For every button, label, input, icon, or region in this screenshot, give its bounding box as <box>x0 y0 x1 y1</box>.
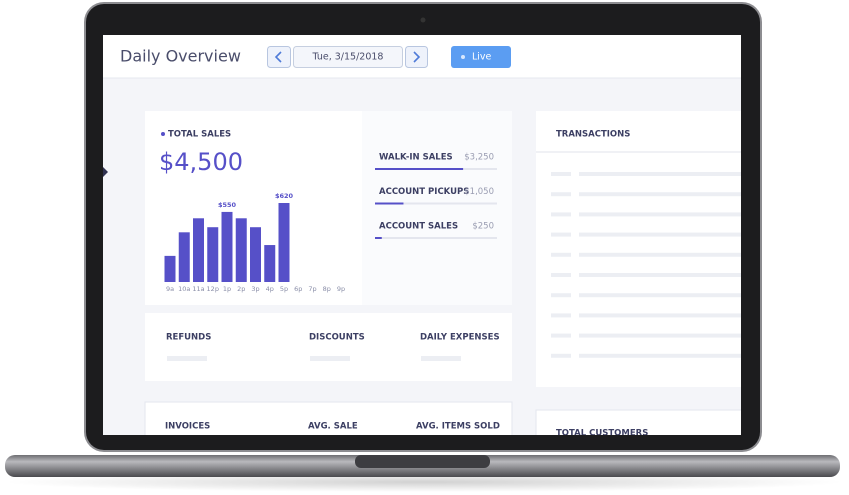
x-tick-label: 1p <box>223 285 231 293</box>
placeholder <box>579 212 741 217</box>
placeholder <box>579 232 741 237</box>
sales-label: TOTAL SALES <box>168 130 231 140</box>
placeholder <box>167 356 207 361</box>
placeholder <box>579 313 741 318</box>
placeholder <box>551 273 571 277</box>
placeholder <box>551 212 571 217</box>
x-tick-label: 11a <box>192 285 204 293</box>
placeholder <box>579 172 741 176</box>
placeholder <box>579 293 741 298</box>
stats-card <box>144 401 513 435</box>
breakdown-panel <box>362 111 512 305</box>
transactions-card <box>536 111 741 387</box>
placeholder <box>579 353 741 358</box>
stat-label: INVOICES <box>165 422 210 432</box>
stat-label: AVG. ITEMS SOLD <box>416 422 500 432</box>
x-tick-label: 12p <box>207 285 219 293</box>
placeholder <box>551 353 571 358</box>
progress-bar <box>375 168 464 170</box>
stat-label: DAILY EXPENSES <box>420 333 500 343</box>
x-tick-label: 9a <box>166 285 174 293</box>
bar <box>178 232 190 282</box>
placeholder <box>310 356 350 361</box>
breakdown: WALK-IN SALES $3,250 ACCOUNT PICKUPS$1,050… <box>375 153 497 239</box>
breakdown-name: WALK-IN SALES <box>379 153 453 163</box>
bar <box>193 218 204 282</box>
x-tick-label: 3p <box>251 285 259 293</box>
progress-track <box>375 202 497 205</box>
stat-label: AVG. SALE <box>308 422 358 432</box>
placeholder-list <box>551 172 741 358</box>
x-tick-label: 6p <box>294 285 302 293</box>
progress-bar <box>375 237 382 239</box>
stats-row: INVOICES AVG. SALE AVG. ITEMS SOLD <box>165 422 500 432</box>
live-dot <box>461 55 465 59</box>
placeholder <box>551 313 571 318</box>
hourly-chart: 9a 10a 11a 12p 1p $550 2p 3p 4p 5p $620 6p 7p 8p 9p <box>164 192 345 293</box>
date: Tue, 3/15/2018 <box>312 52 384 63</box>
prev-button[interactable] <box>267 46 291 68</box>
x-tick-label: 4p <box>266 285 274 293</box>
date-box <box>293 46 403 68</box>
breakdown-value: $3,250 <box>464 153 494 163</box>
next-icon <box>413 51 421 63</box>
progress-bar <box>375 202 404 205</box>
bullet <box>161 132 165 136</box>
breakdown-value: $1,050 <box>464 187 494 197</box>
x-tick-label: 2p <box>237 285 245 293</box>
placeholder <box>579 273 741 277</box>
stats-card <box>145 313 512 381</box>
x-tick-label: 9p <box>337 285 345 293</box>
x-tick-label: 7p <box>308 285 316 293</box>
stat-label: DISCOUNTS <box>309 333 365 343</box>
placeholder <box>551 192 571 197</box>
bar <box>235 218 247 282</box>
divider <box>536 151 741 153</box>
x-tick-label: 10a <box>178 285 190 293</box>
x-tick-label: 5p <box>280 285 288 293</box>
placeholder <box>421 356 461 361</box>
screen: Daily Overview Tue, 3/15/2018 Live TOTAL… <box>103 35 741 439</box>
customers-card <box>535 409 741 435</box>
side-handle <box>103 167 108 177</box>
breakdown-name: ACCOUNT SALES <box>379 222 458 232</box>
sales-total: $4,500 <box>159 148 243 176</box>
placeholder <box>551 232 571 237</box>
placeholder <box>579 252 741 257</box>
bar <box>278 203 290 282</box>
breakdown-name: ACCOUNT PICKUPS <box>379 187 469 197</box>
placeholder <box>551 293 571 298</box>
camera <box>420 17 426 23</box>
bar-label: $550 <box>218 201 237 209</box>
placeholder <box>551 172 571 176</box>
bar <box>207 227 219 282</box>
notch <box>355 455 490 468</box>
placeholder <box>579 192 741 197</box>
x-tick-label: 8p <box>323 285 331 293</box>
bar <box>250 227 261 282</box>
bar <box>164 255 176 282</box>
stats-row: REFUNDS DISCOUNTS DAILY EXPENSES <box>166 333 500 361</box>
stat-label: REFUNDS <box>166 333 211 343</box>
bar <box>221 211 233 282</box>
placeholder <box>579 333 741 338</box>
transactions-title: TRANSACTIONS <box>556 130 630 140</box>
bar-label: $620 <box>275 192 294 200</box>
breakdown-value: $250 <box>472 222 494 232</box>
live-label: Live <box>472 52 492 63</box>
progress-track <box>375 237 497 239</box>
placeholder <box>551 252 571 257</box>
placeholder <box>551 333 571 338</box>
bar <box>264 245 276 282</box>
live-button[interactable] <box>451 46 511 68</box>
prev-icon <box>274 51 282 63</box>
customers-title: TOTAL CUSTOMERS <box>556 429 648 439</box>
next-button[interactable] <box>405 46 428 68</box>
page-title: Daily Overview <box>120 47 241 66</box>
